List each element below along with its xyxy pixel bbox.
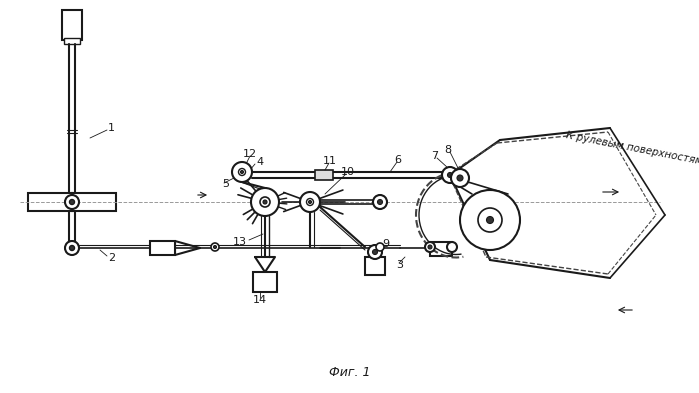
Text: 4: 4 (256, 157, 263, 167)
Circle shape (65, 195, 79, 209)
Text: 13: 13 (233, 237, 247, 247)
Circle shape (368, 245, 382, 259)
Circle shape (306, 198, 313, 206)
Bar (62, 10, 82, 40)
Text: 11: 11 (323, 156, 337, 166)
Circle shape (442, 167, 458, 183)
Circle shape (65, 241, 79, 255)
Circle shape (69, 246, 75, 250)
Bar (430, 242, 452, 256)
Circle shape (300, 192, 320, 212)
Circle shape (260, 197, 270, 207)
Circle shape (460, 190, 520, 250)
Circle shape (263, 200, 267, 204)
Circle shape (447, 242, 457, 252)
Circle shape (373, 195, 387, 209)
Circle shape (238, 169, 245, 176)
Circle shape (447, 173, 452, 178)
Text: 12: 12 (243, 149, 257, 159)
Text: 2: 2 (108, 253, 115, 263)
Text: Фиг. 1: Фиг. 1 (329, 365, 370, 378)
Circle shape (240, 171, 243, 173)
Text: 9: 9 (382, 239, 389, 249)
Text: 1: 1 (108, 123, 115, 133)
Bar (365, 257, 385, 275)
Circle shape (377, 200, 382, 204)
Text: К рулевым поверхностям: К рулевым поверхностям (565, 130, 699, 166)
Bar (28, 193, 72, 211)
Circle shape (308, 200, 312, 204)
Circle shape (478, 208, 502, 232)
Circle shape (211, 243, 219, 251)
Circle shape (451, 169, 469, 187)
Bar (64, 38, 80, 44)
Text: 10: 10 (341, 167, 355, 177)
Circle shape (376, 243, 384, 251)
Circle shape (487, 217, 493, 224)
Text: 7: 7 (431, 151, 438, 161)
Circle shape (425, 242, 435, 252)
Bar (72, 193, 116, 211)
Circle shape (428, 245, 432, 249)
Text: 8: 8 (445, 145, 452, 155)
Circle shape (373, 250, 377, 255)
Circle shape (213, 246, 217, 248)
Text: 5: 5 (222, 179, 229, 189)
Text: 3: 3 (396, 260, 403, 270)
Bar (150, 241, 175, 255)
Bar (253, 272, 277, 292)
Text: 6: 6 (394, 155, 401, 165)
Bar (315, 170, 333, 180)
Circle shape (69, 200, 75, 204)
Circle shape (251, 188, 279, 216)
Circle shape (457, 175, 463, 181)
Text: 14: 14 (253, 295, 267, 305)
Circle shape (232, 162, 252, 182)
